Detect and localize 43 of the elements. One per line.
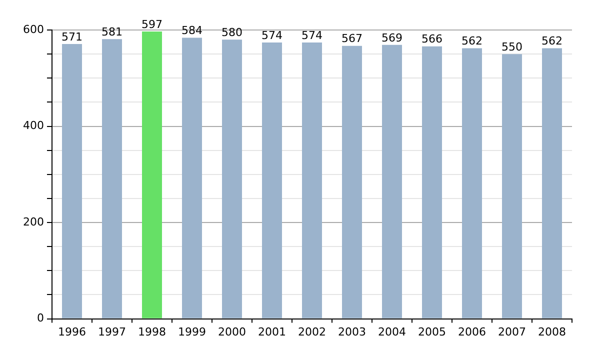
y-tick-label: 0 [36,312,44,325]
data-label: 581 [101,26,122,39]
x-tick-label: 2006 [458,325,486,338]
x-tick-label: 2000 [218,325,246,338]
data-label: 597 [141,18,162,31]
data-label: 566 [422,32,442,46]
data-label: 574 [302,28,322,42]
bar [462,48,482,318]
x-tick-label: 2001 [258,325,286,338]
bar [182,38,202,318]
data-label: 571 [61,30,82,44]
x-tick-label: 2003 [338,325,366,338]
bar [502,54,522,318]
x-tick-label: 2005 [418,325,446,338]
x-tick-label: 1996 [58,325,86,338]
x-tick-label: 1997 [98,325,126,338]
x-tick-label: 1998 [138,325,166,338]
bar [342,46,362,318]
bar [222,40,242,318]
bar [302,42,322,318]
data-label: 574 [261,28,282,42]
bar [542,48,562,318]
bar [262,42,282,318]
data-label: 562 [542,34,562,48]
y-tick-label: 600 [22,22,44,36]
data-label: 569 [382,31,402,44]
data-label: 567 [342,32,362,46]
y-tick-label: 200 [22,215,44,228]
y-tick-label: 400 [22,119,44,132]
data-label: 550 [502,40,522,54]
x-tick-label: 2002 [298,325,326,338]
data-label: 584 [181,24,202,38]
data-label: 562 [462,34,482,48]
bar [62,44,82,318]
bar [102,39,122,318]
bar [382,44,402,318]
data-label: 580 [221,26,242,39]
bar [142,31,162,318]
bar [422,46,442,318]
x-tick-label: 2004 [378,325,406,338]
x-tick-label: 2007 [498,325,526,338]
x-tick-label: 2008 [538,325,566,338]
x-tick-label: 1999 [178,325,206,338]
